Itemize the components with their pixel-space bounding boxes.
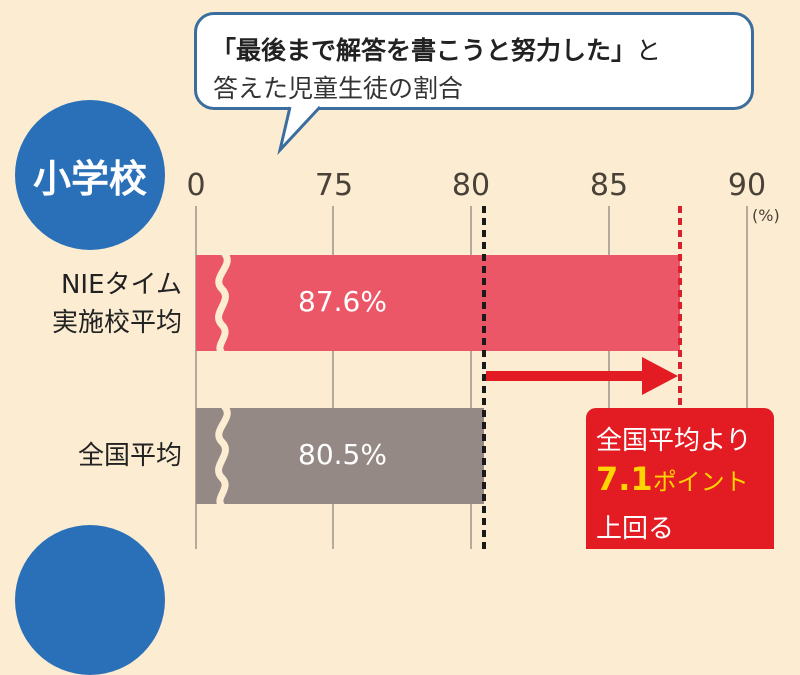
reference-line-national — [482, 206, 486, 549]
row-label-nie: NIEタイム 実施校平均 — [52, 266, 182, 342]
bar-national-average: 80.5% — [196, 408, 484, 504]
axis-break-icon — [215, 408, 231, 504]
reference-line-nie — [678, 206, 682, 549]
bubble-tail-icon — [277, 105, 322, 155]
title-bubble: 「最後まで解答を書こうと努力した」と 答えた児童生徒の割合 — [194, 12, 754, 110]
section-badge: 小学校 — [15, 100, 165, 250]
callout-line2: 7.1ポイント — [596, 460, 749, 498]
section-label: 小学校 — [32, 156, 147, 201]
title-quote: 「最後まで解答を書こうと努力した」と — [211, 31, 661, 67]
row-label-national: 全国平均 — [78, 437, 182, 475]
gridline-90 — [746, 206, 748, 549]
gridline-75 — [332, 206, 334, 549]
callout-number: 7.1 — [596, 460, 653, 498]
row-label-national-line1: 全国平均 — [77, 441, 182, 471]
tick-label-90: 90 — [727, 168, 767, 203]
title-subtitle: 答えた児童生徒の割合 — [213, 74, 464, 103]
callout-unit: ポイント — [652, 468, 749, 496]
row-label-nie-line1: NIEタイム — [60, 270, 182, 300]
quote-suffix: と — [636, 36, 662, 65]
gridline-0 — [195, 206, 197, 549]
row-label-nie-line2: 実施校平均 — [51, 308, 182, 338]
difference-callout: 全国平均より 7.1ポイント 上回る — [586, 408, 774, 549]
quote-text: 「最後まで解答を書こうと努力した」 — [211, 36, 637, 65]
tick-label-75: 75 — [314, 168, 354, 203]
bar-value-nie: 87.6% — [298, 285, 387, 318]
axis-break-icon — [215, 255, 231, 351]
bar-value-national: 80.5% — [298, 438, 387, 471]
callout-line1: 全国平均より — [596, 426, 752, 456]
bar-nie-average: 87.6% — [196, 255, 680, 351]
tick-label-0: 0 — [186, 168, 206, 203]
tick-label-80: 80 — [451, 168, 491, 203]
axis-unit: (%) — [752, 206, 780, 225]
arrow-right-icon — [486, 357, 678, 395]
callout-line3: 上回る — [596, 514, 675, 544]
gridline-80 — [470, 206, 472, 549]
tick-label-85: 85 — [589, 168, 629, 203]
next-section-badge — [15, 525, 165, 675]
